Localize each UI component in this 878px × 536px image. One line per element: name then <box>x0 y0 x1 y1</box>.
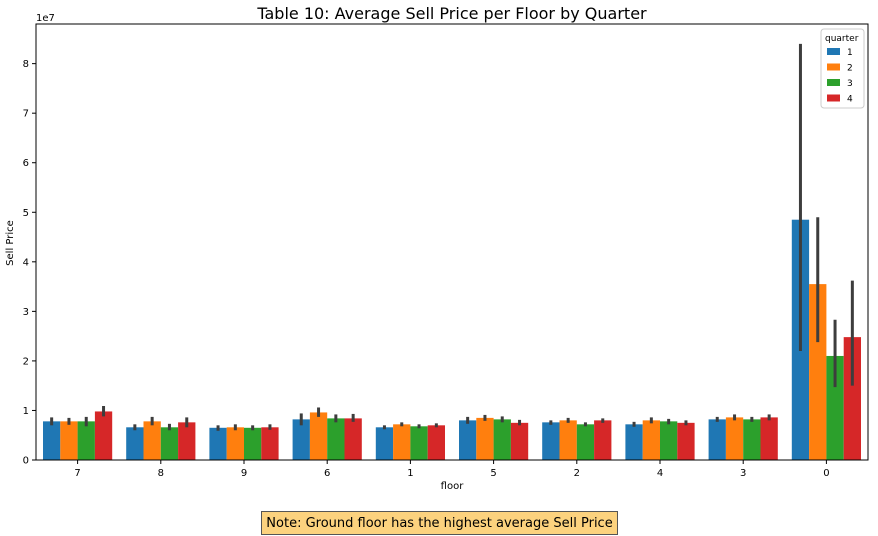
x-tick-label: 5 <box>490 468 496 479</box>
bar <box>459 420 477 460</box>
x-tick-label: 6 <box>324 468 330 479</box>
bar <box>576 424 595 460</box>
legend-label: 3 <box>847 79 853 89</box>
x-axis-label: floor <box>441 481 465 492</box>
x-tick-label: 0 <box>823 468 829 479</box>
bar <box>261 427 279 460</box>
bar <box>725 417 744 460</box>
bar <box>542 422 560 460</box>
bar <box>126 427 144 460</box>
legend: quarter 1 2 3 4 <box>820 28 865 109</box>
bar <box>77 421 95 460</box>
bar <box>677 422 695 460</box>
bar <box>410 426 428 460</box>
y-tick-label: 4 <box>23 257 29 268</box>
bar <box>743 419 761 460</box>
y-axis-label: Sell Price <box>5 220 16 266</box>
x-tick-label: 2 <box>574 468 580 479</box>
bar <box>826 355 844 460</box>
bar <box>344 418 362 460</box>
bar <box>43 421 61 460</box>
bar <box>708 419 726 460</box>
bar <box>292 419 310 460</box>
bar <box>209 427 227 460</box>
legend-swatch <box>827 63 840 71</box>
bar <box>244 427 262 460</box>
legend-title: quarter <box>825 34 859 44</box>
x-tick-label: 1 <box>407 468 413 479</box>
y-tick-label: 6 <box>23 158 29 169</box>
y-scale-label: 1e7 <box>36 13 55 24</box>
bar <box>427 425 445 460</box>
bar <box>760 417 778 460</box>
x-tick-label: 8 <box>158 468 164 479</box>
bar <box>309 412 328 460</box>
bar <box>60 421 78 460</box>
y-tick-label: 1 <box>23 406 29 417</box>
bar <box>178 422 196 460</box>
bar <box>594 420 612 460</box>
x-tick-label: 7 <box>74 468 80 479</box>
bar <box>393 424 411 460</box>
legend-label: 4 <box>847 95 853 105</box>
legend-swatch <box>827 94 840 102</box>
bar <box>476 417 494 460</box>
x-tick-label: 4 <box>657 468 663 479</box>
legend-swatch <box>827 79 840 86</box>
y-tick-label: 5 <box>23 208 29 219</box>
y-tick-label: 8 <box>23 59 29 70</box>
bar <box>375 427 394 460</box>
bar <box>94 411 113 460</box>
axes-frame <box>35 23 869 461</box>
bar <box>559 420 577 460</box>
bar <box>642 420 660 460</box>
y-tick-label: 7 <box>23 109 29 120</box>
bar <box>493 419 511 460</box>
y-tick-label: 0 <box>23 456 29 467</box>
legend-swatch <box>827 48 840 55</box>
plot-area: 0 1 2 3 4 5 6 7 8 7 8 9 6 1 5 2 4 3 0 <box>23 43 861 479</box>
bar <box>143 421 161 460</box>
bar <box>660 421 678 460</box>
bar <box>160 427 179 460</box>
legend-label: 1 <box>847 48 853 58</box>
bar <box>809 284 827 460</box>
x-tick-label: 9 <box>241 468 247 479</box>
bar <box>327 418 345 460</box>
y-tick-label: 2 <box>23 356 29 367</box>
legend-label: 2 <box>847 64 853 74</box>
footnote: Note: Ground floor has the highest avera… <box>261 511 618 535</box>
x-tick-label: 3 <box>740 468 746 479</box>
bar <box>843 337 861 460</box>
bar <box>625 424 643 460</box>
chart-title: Table 10: Average Sell Price per Floor b… <box>256 4 647 23</box>
bar <box>510 422 529 460</box>
bar <box>226 427 244 460</box>
y-tick-label: 3 <box>23 307 29 318</box>
